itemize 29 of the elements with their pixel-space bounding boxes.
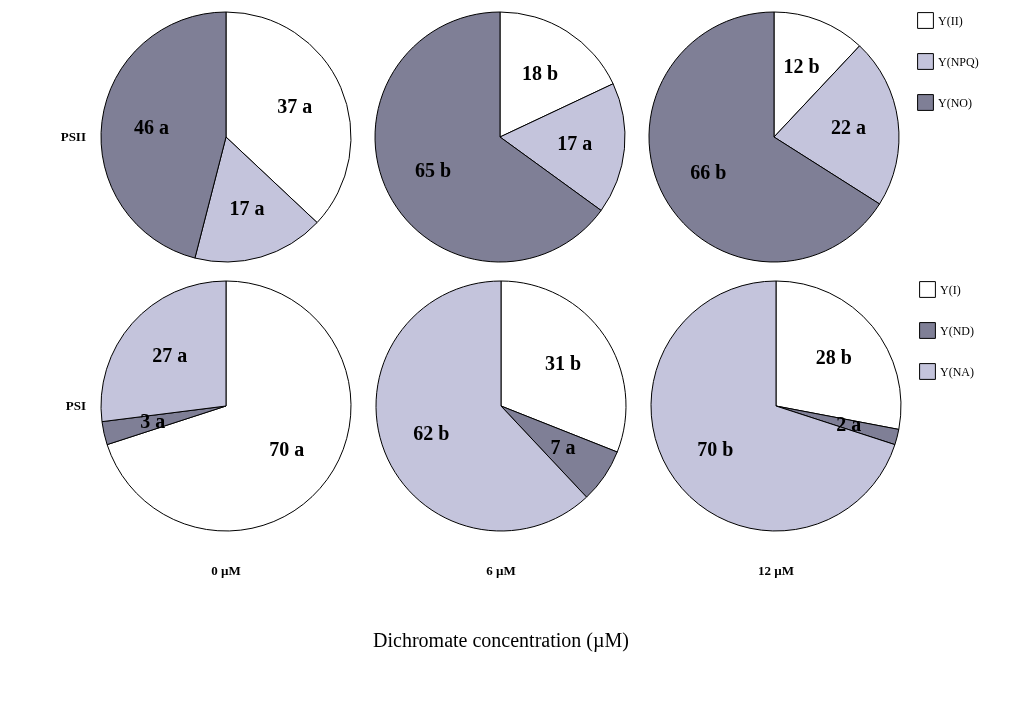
data-label: 17 a xyxy=(557,132,593,155)
data-label: 27 a xyxy=(152,344,188,367)
data-label: 62 b xyxy=(413,421,450,444)
data-label: 66 b xyxy=(690,161,727,184)
text: 0 µM xyxy=(211,563,241,578)
data-label: 22 a xyxy=(830,115,866,138)
legend-label: Y(I) xyxy=(940,282,961,297)
text: 12 µM xyxy=(757,563,795,578)
text: PSII xyxy=(60,129,86,144)
data-label: 37 a xyxy=(277,95,313,118)
data-label: 28 b xyxy=(815,346,852,369)
legend-label: Y(NA) xyxy=(940,364,974,379)
data-label: 65 b xyxy=(415,159,452,182)
text: PSI xyxy=(65,398,86,413)
legend-label: Y(NPQ) xyxy=(938,54,979,69)
data-label: 18 b xyxy=(522,61,559,84)
data-label: 12 b xyxy=(783,55,820,78)
data-label: 70 b xyxy=(697,438,734,461)
data-label: 70 a xyxy=(269,438,305,461)
text: Dichromate concentration (µM) xyxy=(373,629,629,652)
data-label: 46 a xyxy=(134,115,170,138)
text: 6 µM xyxy=(486,563,516,578)
legend-label: Y(NO) xyxy=(938,95,972,110)
legend-label: Y(ND) xyxy=(940,323,974,338)
data-label: 3 a xyxy=(140,410,166,433)
data-label: 31 b xyxy=(544,351,582,374)
data-label: 7 a xyxy=(550,436,576,459)
data-label: 17 a xyxy=(229,197,265,220)
legend-label: Y(II) xyxy=(938,13,963,28)
